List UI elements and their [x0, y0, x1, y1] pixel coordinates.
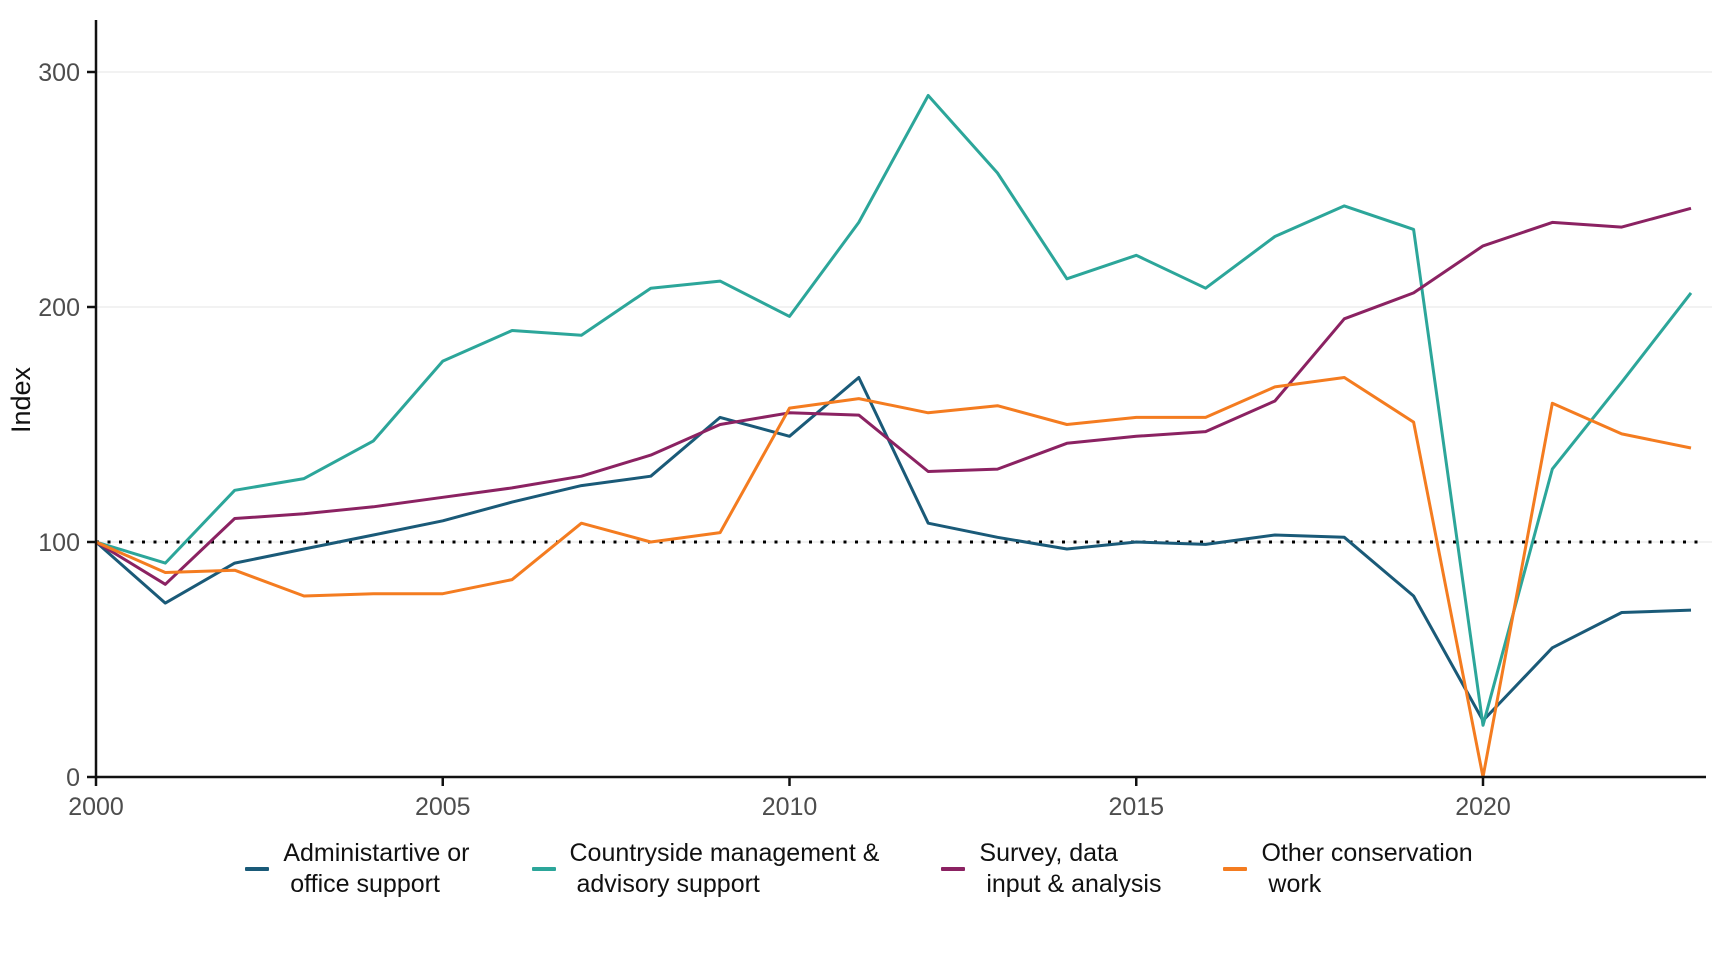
chart-legend: Administartive or office support Countrys… [0, 838, 1718, 900]
x-tick-label-2015: 2015 [1108, 793, 1164, 821]
series-line-0 [95, 376, 1692, 723]
x-tick-label-2000: 2000 [68, 793, 124, 821]
legend-label: Countryside management & advisory suppor… [569, 839, 880, 898]
legend-item-0: Administartive or office support [245, 838, 470, 900]
legend-swatch-icon [941, 867, 966, 871]
axes [94, 20, 1706, 779]
series-line-3 [95, 376, 1692, 779]
data-series-lines [95, 94, 1693, 779]
legend-swatch-icon [531, 867, 556, 871]
y-tick-label-300: 300 [38, 59, 80, 87]
x-tick-label-2020: 2020 [1455, 793, 1511, 821]
axis-tick-labels: 0 100 200 300 2000 2005 2010 2015 2020 [38, 59, 1511, 821]
legend-item-2: Survey, data input & analysis [941, 838, 1161, 900]
legend-item-3: Other conservation work [1223, 838, 1473, 900]
axis-ticks [87, 70, 1485, 786]
x-tick-label-2010: 2010 [762, 793, 818, 821]
x-tick-label-2005: 2005 [415, 793, 471, 821]
y-tick-label-100: 100 [38, 529, 80, 557]
legend-label: Survey, data input & analysis [979, 839, 1162, 898]
legend-label: Administartive or office support [283, 839, 470, 898]
legend-swatch-icon [1223, 867, 1248, 871]
y-tick-label-0: 0 [66, 764, 80, 792]
legend-item-1: Countryside management & advisory suppor… [531, 838, 880, 900]
series-line-2 [95, 206, 1692, 586]
legend-swatch-icon [245, 867, 270, 871]
y-axis-title: Index [6, 366, 36, 433]
y-tick-label-200: 200 [38, 294, 80, 322]
series-line-1 [95, 94, 1693, 727]
legend-label: Other conservation work [1261, 839, 1473, 898]
